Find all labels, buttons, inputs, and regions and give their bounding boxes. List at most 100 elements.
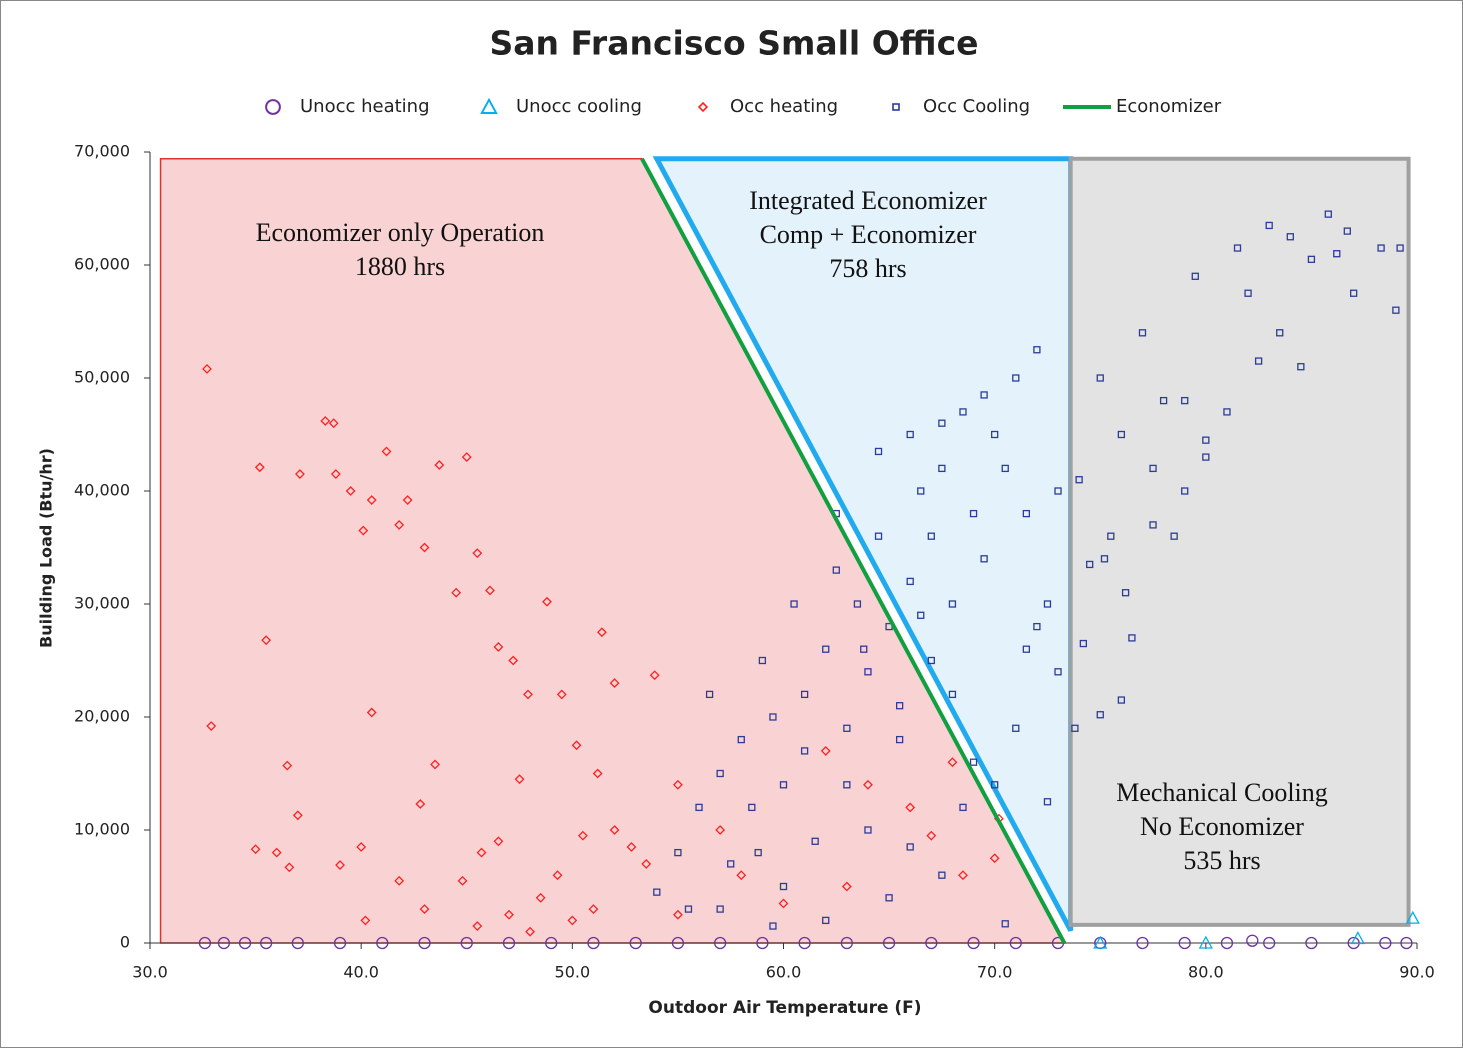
legend-swatch (480, 97, 498, 114)
point (217, 936, 231, 950)
point (238, 936, 252, 950)
point (778, 898, 789, 909)
point (905, 802, 916, 813)
point (822, 645, 830, 653)
point (1350, 931, 1365, 945)
point (328, 418, 339, 429)
point (671, 936, 685, 950)
point (588, 904, 599, 915)
point (419, 542, 430, 553)
point (259, 936, 273, 950)
point (1117, 430, 1126, 439)
economizer-line (640, 157, 1067, 944)
point (1043, 798, 1052, 806)
point (820, 745, 831, 756)
y-tick-label: 10,000 (74, 820, 130, 839)
point (779, 882, 788, 891)
point (874, 447, 883, 456)
point (1286, 233, 1294, 241)
point (1033, 622, 1041, 631)
point (366, 495, 377, 505)
point (938, 464, 946, 473)
point (1202, 436, 1210, 444)
region-label: 1880 hrs (355, 252, 445, 281)
point (1263, 936, 1276, 950)
series (198, 934, 1413, 950)
point (1405, 910, 1420, 924)
point (419, 904, 430, 915)
point (1333, 250, 1341, 258)
point (758, 656, 767, 665)
point (938, 871, 946, 879)
legend-label: Occ heating (730, 96, 838, 117)
point (716, 769, 724, 778)
point (1136, 936, 1149, 950)
point (653, 888, 661, 896)
point (592, 768, 603, 779)
point (1254, 357, 1263, 365)
point (535, 892, 546, 903)
point (947, 757, 958, 768)
point (366, 707, 377, 718)
point (206, 721, 217, 731)
point (948, 600, 957, 608)
point (358, 525, 369, 536)
point (822, 916, 830, 925)
x-tick-label: 60.0 (766, 963, 802, 982)
point (1181, 396, 1189, 405)
region-label: 758 hrs (829, 254, 906, 283)
point (756, 936, 769, 950)
point (261, 635, 272, 646)
point (980, 555, 988, 563)
point (1079, 639, 1088, 648)
point (1276, 329, 1284, 337)
point (198, 936, 212, 950)
point (695, 803, 703, 812)
point (571, 740, 582, 751)
point (1181, 487, 1189, 495)
point (493, 642, 504, 652)
point (926, 830, 937, 841)
point (577, 830, 588, 841)
point (1093, 935, 1108, 949)
chart-title: San Francisco Small Office (489, 24, 978, 63)
point (736, 870, 747, 881)
point (925, 936, 938, 950)
point (254, 462, 265, 473)
point (1343, 227, 1351, 235)
point (292, 810, 303, 821)
point (333, 936, 347, 950)
point (840, 936, 853, 950)
point (748, 803, 756, 812)
point (1198, 935, 1213, 949)
point (295, 469, 305, 479)
point (938, 419, 946, 427)
point (552, 870, 563, 881)
point (1096, 374, 1104, 382)
point (202, 364, 212, 374)
point (1149, 521, 1157, 529)
point (959, 408, 967, 416)
point (345, 486, 356, 496)
point (457, 875, 468, 886)
point (381, 446, 392, 457)
legend: Unocc heating Unocc cooling Occ heating Occ… (265, 96, 1222, 117)
point (609, 678, 620, 689)
legend-label: Economizer (1116, 96, 1222, 117)
point (1350, 289, 1358, 297)
point (1149, 464, 1157, 473)
point (542, 596, 552, 607)
point (472, 548, 483, 559)
point (705, 690, 714, 699)
regions: Economizer only Operation 1880 hrs Integra… (159, 156, 1411, 944)
point (1100, 555, 1109, 563)
point (843, 781, 851, 789)
point (609, 825, 620, 835)
point (596, 627, 607, 638)
point (853, 600, 862, 608)
point (504, 909, 514, 920)
point (485, 585, 495, 596)
point (1054, 487, 1062, 495)
legend-label: Unocc heating (300, 96, 430, 117)
